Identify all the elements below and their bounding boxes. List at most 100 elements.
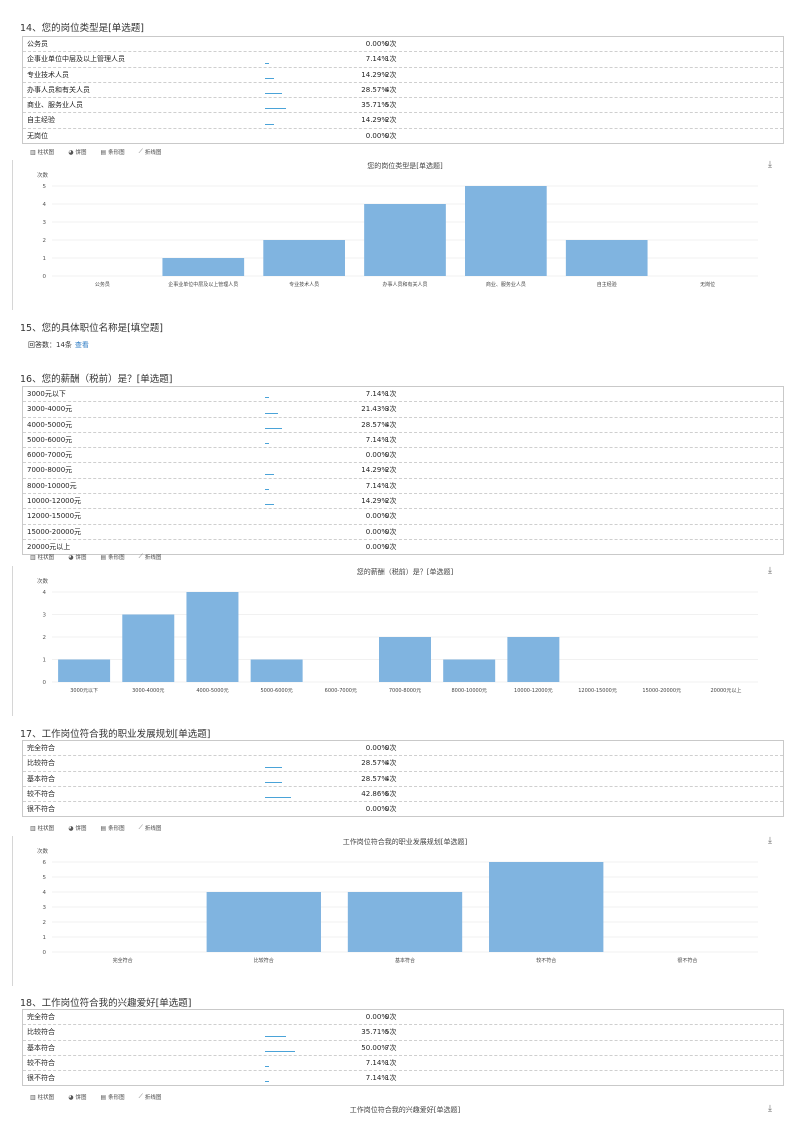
option-percentage: 0.00% bbox=[365, 131, 388, 140]
chart-type-pie-button[interactable]: ◕ 饼图 bbox=[68, 824, 86, 833]
percentage-bar bbox=[265, 443, 270, 445]
chart-type-hbar-button[interactable]: ▤ 条形图 bbox=[100, 553, 124, 562]
chart-type-hbar-button[interactable]: ▤ 条形图 bbox=[100, 824, 124, 833]
option-percentage: 0.00% bbox=[365, 1013, 388, 1021]
table-row: 较不符合 7.14% 1次 bbox=[23, 1054, 783, 1070]
option-count: 1次 bbox=[385, 55, 397, 64]
y-tick-label: 1 bbox=[43, 658, 47, 664]
option-count: 0次 bbox=[385, 40, 397, 48]
option-label: 较不符合 bbox=[27, 1058, 55, 1067]
option-count: 4次 bbox=[385, 774, 397, 783]
download-icon[interactable]: ⤓ bbox=[768, 836, 772, 846]
y-tick-label: 5 bbox=[43, 875, 47, 881]
chart-type-hbar-button[interactable]: ▤ 条形图 bbox=[100, 148, 124, 157]
bar bbox=[162, 258, 245, 276]
chart-type-bar-button[interactable]: ▥ 柱状图 bbox=[30, 148, 54, 157]
percentage-bar bbox=[265, 781, 283, 783]
y-tick-label: 4 bbox=[43, 590, 47, 596]
y-tick-label: 0 bbox=[43, 680, 47, 686]
bar bbox=[507, 637, 560, 682]
table-row: 3000元以下 7.14% 1次 bbox=[23, 387, 783, 401]
percentage-bar bbox=[265, 1050, 295, 1052]
chart-title: 工作岗位符合我的兴趣爱好[单选题] bbox=[350, 1105, 461, 1114]
chart-type-label: 饼图 bbox=[75, 1095, 87, 1101]
bar bbox=[186, 592, 239, 682]
chart-type-line-button[interactable]: ⟋ 折线图 bbox=[139, 148, 162, 156]
left-guide-line bbox=[12, 836, 13, 986]
y-tick-label: 1 bbox=[43, 256, 47, 262]
pie-chart-icon: ◕ bbox=[68, 824, 74, 832]
x-tick-label: 完全符合 bbox=[113, 957, 133, 964]
chart-type-line-button[interactable]: ⟋ 折线图 bbox=[139, 824, 162, 832]
chart-type-line-button[interactable]: ⟋ 折线图 bbox=[139, 1093, 162, 1101]
percentage-bar bbox=[265, 797, 291, 799]
y-tick-label: 0 bbox=[43, 274, 47, 280]
option-count: 3次 bbox=[385, 405, 397, 414]
option-label: 基本符合 bbox=[27, 1043, 55, 1052]
option-percentage: 50.00% bbox=[361, 1043, 388, 1052]
option-count: 0次 bbox=[385, 805, 397, 814]
percentage-bar bbox=[265, 1035, 287, 1037]
x-tick-label: 公务员 bbox=[95, 281, 110, 288]
option-count: 2次 bbox=[385, 116, 397, 125]
table-row: 6000-7000元 0.00% 0次 bbox=[23, 447, 783, 462]
chart-type-pie-button[interactable]: ◕ 饼图 bbox=[68, 1093, 87, 1102]
table-row: 基本符合 50.00% 7次 bbox=[23, 1039, 783, 1055]
bar-chart: 您的薪酬（税前）是？[单选题] 次数 0 1 2 3 4 3000元以下 3000-4000元 4… bbox=[0, 564, 800, 709]
percentage-bar bbox=[265, 489, 270, 491]
left-guide-line bbox=[12, 160, 13, 310]
line-chart-icon: ⟋ bbox=[138, 148, 143, 155]
y-tick-label: 6 bbox=[43, 860, 47, 866]
chart-type-hbar-button[interactable]: ▤ 条形图 bbox=[100, 1093, 124, 1102]
download-icon[interactable]: ⤓ bbox=[768, 160, 772, 170]
download-icon[interactable]: ⤓ bbox=[768, 1104, 772, 1114]
percentage-bar bbox=[265, 766, 283, 768]
chart-svg: 您的岗位类型是[单选题] 次数 0 1 2 3 4 5 公务员 企事业单位中层及以上管理人员 专业技… bbox=[37, 161, 758, 288]
bar bbox=[58, 659, 111, 682]
option-label: 4000-5000元 bbox=[27, 420, 73, 429]
view-answers-link[interactable]: 查看 bbox=[74, 341, 89, 349]
table-row: 5000-6000元 7.14% 1次 bbox=[23, 431, 783, 447]
y-tick-label: 3 bbox=[43, 220, 47, 226]
option-label: 8000-10000元 bbox=[27, 481, 77, 490]
y-tick-label: 5 bbox=[43, 184, 47, 190]
question-title: 15、您的具体职位名称是[填空题] bbox=[20, 323, 164, 334]
answer-count: 14条 bbox=[56, 341, 72, 349]
x-tick-label: 商业、服务业人员 bbox=[486, 281, 526, 288]
option-label: 办事人员和有关人员 bbox=[27, 85, 90, 94]
bar-chart: 工作岗位符合我的职业发展规划[单选题] 次数 0 1 2 3 4 5 6 完全符合 比较符合 基本符合… bbox=[0, 834, 800, 979]
bar bbox=[379, 637, 431, 682]
y-tick-label: 2 bbox=[43, 635, 47, 641]
download-icon[interactable]: ⤓ bbox=[768, 566, 772, 576]
percentage-bar bbox=[265, 1081, 270, 1083]
chart-type-pie-button[interactable]: ◕ 饼图 bbox=[68, 148, 86, 157]
option-label: 专业技术人员 bbox=[27, 70, 69, 79]
chart-type-pie-button[interactable]: ◕ 饼图 bbox=[68, 553, 86, 562]
table-row: 很不符合 0.00% 0次 bbox=[23, 801, 783, 816]
option-percentage: 0.00% bbox=[365, 512, 388, 521]
chart-type-toolbar: ▥ 柱状图 ◕ 饼图 ▤ 条形图 ⟋ 折线图 bbox=[30, 148, 161, 156]
option-label: 3000元以下 bbox=[27, 390, 66, 398]
option-percentage: 35.71% bbox=[361, 1028, 388, 1037]
percentage-bar bbox=[265, 504, 274, 506]
option-label: 无岗位 bbox=[27, 131, 48, 140]
x-tick-label: 较不符合 bbox=[536, 957, 556, 964]
y-tick-label: 1 bbox=[43, 935, 47, 941]
chart-type-bar-button[interactable]: ▥ 柱状图 bbox=[30, 1093, 54, 1102]
option-count: 5次 bbox=[385, 101, 397, 110]
chart-type-bar-button[interactable]: ▥ 柱状图 bbox=[30, 553, 54, 562]
option-label: 15000-20000元 bbox=[27, 527, 82, 536]
x-tick-label: 企事业单位中层及以上管理人员 bbox=[168, 281, 238, 288]
y-tick-label: 0 bbox=[43, 950, 47, 956]
hbar-chart-icon: ▤ bbox=[100, 1093, 107, 1101]
option-label: 12000-15000元 bbox=[27, 512, 82, 521]
chart-type-toolbar: ▥ 柱状图 ◕ 饼图 ▤ 条形图 ⟋ 折线图 bbox=[30, 553, 161, 561]
chart-type-bar-button[interactable]: ▥ 柱状图 bbox=[30, 824, 54, 833]
option-percentage: 7.14% bbox=[365, 435, 388, 444]
percentage-bar bbox=[265, 62, 270, 64]
x-tick-label: 基本符合 bbox=[395, 957, 415, 964]
option-percentage: 7.14% bbox=[365, 390, 388, 398]
chart-type-line-button[interactable]: ⟋ 折线图 bbox=[139, 553, 162, 561]
option-label: 较不符合 bbox=[27, 789, 55, 798]
percentage-bar bbox=[265, 397, 270, 399]
